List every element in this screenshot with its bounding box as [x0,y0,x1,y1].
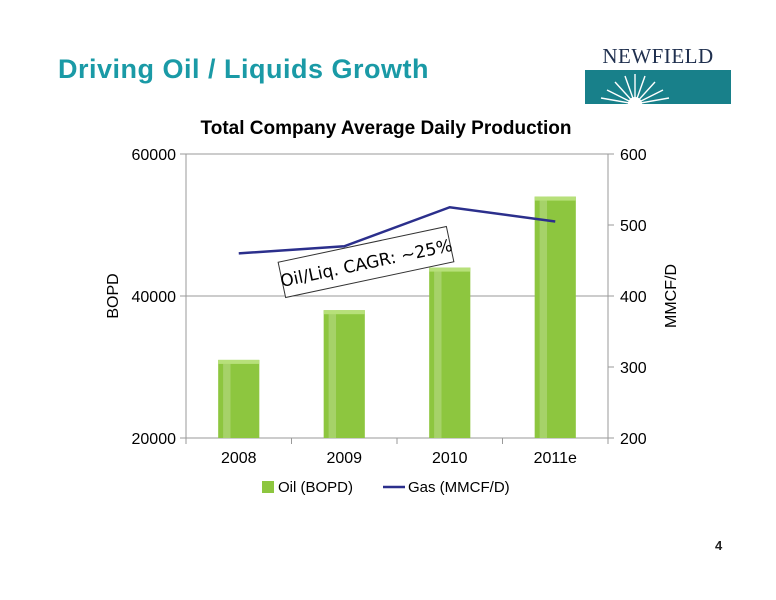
x-tick-label: 2010 [432,450,468,467]
newfield-logo: NEWFIELD [585,44,731,104]
logo-sunburst-box [585,70,731,104]
page-number: 4 [715,538,723,553]
legend-oil-label: Oil (BOPD) [278,479,353,496]
y2-tick-label: 500 [620,218,647,235]
x-tick-label: 2011e [534,450,577,467]
slide-title: Driving Oil / Liquids Growth [58,54,429,84]
y2-axis-label: MMCF/D [663,264,680,328]
legend: Oil (BOPD) Gas (MMCF/D) [262,479,510,496]
oil-bar-2010 [429,267,471,438]
oil-bar-cap [323,310,365,315]
oil-bar-highlight [434,267,442,438]
oil-bar-highlight [328,310,337,438]
x-tick-label: 2009 [326,450,362,467]
oil-bar-cap [218,359,260,364]
gas-series-line [238,205,556,255]
oil-bar-2009 [323,310,365,438]
legend-oil-swatch [262,481,274,493]
chart-title: Total Company Average Daily Production [201,118,572,139]
y2-tick-label: 400 [620,289,647,306]
y-tick-label: 60000 [132,147,177,164]
oil-bar-2011e [534,196,576,438]
oil-bar-cap [534,196,576,201]
y2-tick-label: 300 [620,360,647,377]
oil-bar-highlight [539,196,548,438]
sunburst-icon [600,74,670,104]
oil-bar-2008 [218,359,260,438]
y2-tick-label: 600 [620,147,647,164]
y-axis-label: BOPD [105,273,122,318]
y-tick-label: 40000 [132,289,177,306]
oil-bar-highlight [223,359,231,438]
y2-tick-label: 200 [620,431,647,448]
logo-text: NEWFIELD [602,44,714,68]
annotation-box [277,225,455,299]
legend-gas-label: Gas (MMCF/D) [408,479,510,496]
y-tick-label: 20000 [132,431,177,448]
x-tick-label: 2008 [221,450,257,467]
oil-bar-cap [429,267,471,272]
